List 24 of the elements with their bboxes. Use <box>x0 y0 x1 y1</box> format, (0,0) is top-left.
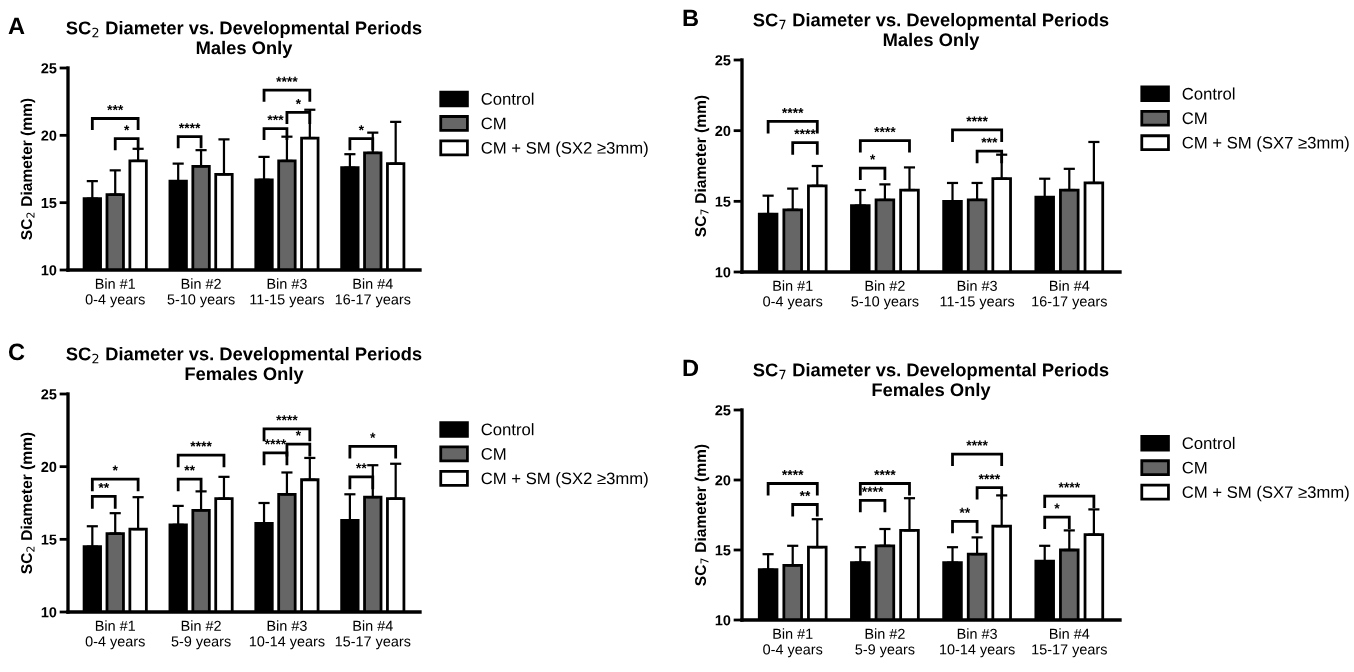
legend-label: CM <box>481 117 506 130</box>
legend-label: Control <box>1182 87 1235 100</box>
text: B <box>683 9 698 27</box>
chart-subtitle: Males Only <box>196 40 293 58</box>
legend-label: CM + SM (SX7 ≥3mm) <box>1182 136 1349 152</box>
legend-label: CM <box>1182 461 1207 474</box>
text: A <box>8 17 25 35</box>
legend-label: CM + SM (SX7 ≥3mm) <box>1182 485 1349 502</box>
legend-label: CM + SM (SX2 ≥3mm) <box>481 141 648 158</box>
legend-label: CM <box>1182 112 1207 125</box>
legend-label: Control <box>481 92 534 105</box>
legend-label: Control <box>1182 436 1235 450</box>
text: D <box>683 359 699 377</box>
chart-title: SC$_{2}$ Diameter vs. Developmental Periods <box>66 346 422 365</box>
text: C <box>8 343 25 361</box>
legend-label: CM <box>481 448 506 460</box>
chart-subtitle: Females Only <box>872 382 991 400</box>
chart-title: SC$_{7}$ Diameter vs. Developmental Periods <box>753 12 1109 31</box>
chart-title: SC$_{7}$ Diameter vs. Developmental Periods <box>753 362 1109 381</box>
chart-subtitle: Females Only <box>185 366 304 384</box>
legend-label: Control <box>481 423 534 436</box>
legend-label: CM + SM (SX2 ≥3mm) <box>481 472 648 488</box>
chart-title: SC$_{2}$ Diameter vs. Developmental Periods <box>66 20 422 39</box>
chart-subtitle: Males Only <box>883 32 980 50</box>
